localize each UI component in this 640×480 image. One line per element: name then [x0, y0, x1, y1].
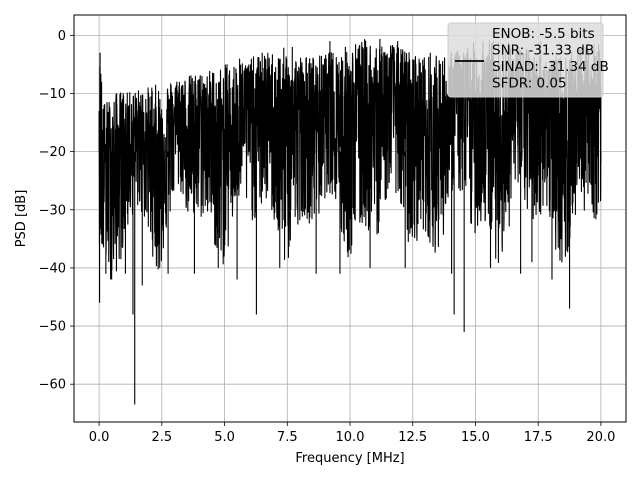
y-tick-label: −30	[39, 203, 66, 218]
x-tick-label: 20.0	[586, 430, 615, 445]
y-tick-label: −20	[39, 145, 66, 160]
x-axis-label: Frequency [MHz]	[295, 451, 404, 466]
legend-box	[447, 22, 604, 98]
tick-labels: 0.0 2.5 5.0 7.5 10.0 12.5 15.0 17.5 20.0 0 −10 −20 −…	[39, 29, 616, 445]
x-tick-label: 12.5	[398, 430, 427, 445]
psd-series-line	[98, 38, 602, 405]
x-tick-label: 10.0	[336, 430, 365, 445]
legend-line-sfdr: SFDR: 0.05	[492, 76, 567, 92]
x-tick-label: 2.5	[151, 430, 172, 445]
legend-line-enob: ENOB: -5.5 bits	[492, 26, 595, 42]
x-tick-label: 0.0	[89, 430, 110, 445]
legend-line-snr: SNR: -31.33 dB	[492, 43, 594, 59]
legend: ENOB: -5.5 bits SNR: -31.33 dB SINAD: -3…	[447, 22, 609, 98]
y-tick-label: −40	[39, 261, 66, 276]
y-axis-label: PSD [dB]	[14, 190, 29, 248]
x-tick-label: 15.0	[461, 430, 490, 445]
y-tick-label: −10	[39, 87, 66, 102]
legend-line-sinad: SINAD: -31.34 dB	[492, 59, 609, 75]
y-tick-label: −60	[39, 378, 66, 393]
x-tick-label: 17.5	[524, 430, 553, 445]
psd-signal	[98, 38, 602, 405]
y-tick-label: 0	[58, 29, 66, 44]
x-tick-label: 7.5	[277, 430, 298, 445]
y-tick-label: −50	[39, 320, 66, 335]
x-tick-label: 5.0	[214, 430, 235, 445]
